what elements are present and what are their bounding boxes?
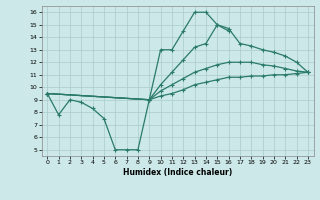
- X-axis label: Humidex (Indice chaleur): Humidex (Indice chaleur): [123, 168, 232, 177]
